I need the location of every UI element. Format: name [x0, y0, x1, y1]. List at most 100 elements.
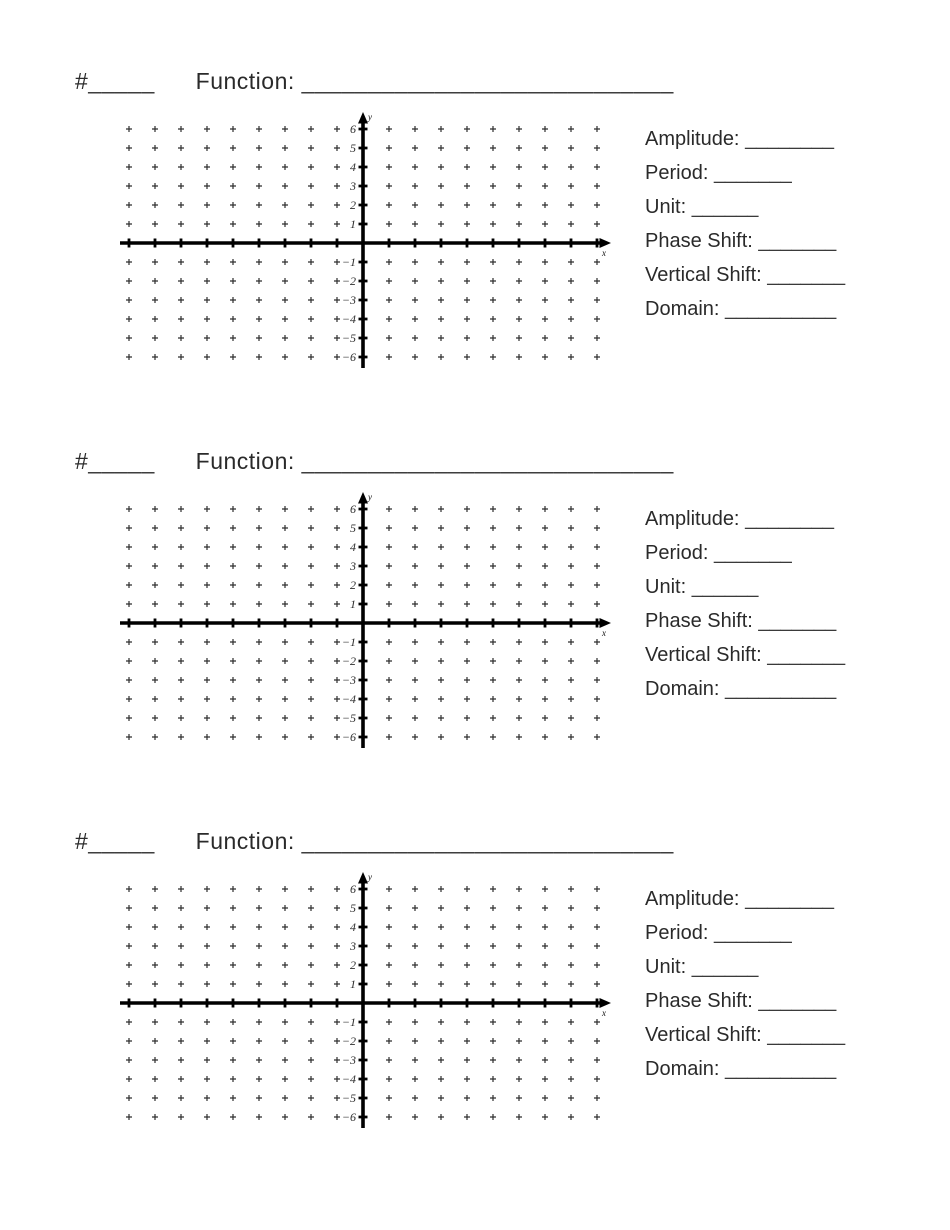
- field-domain: Domain: __________: [645, 292, 845, 326]
- field-blank: ________: [745, 508, 835, 530]
- y-tick-label: −2: [342, 274, 356, 288]
- y-tick-label: −1: [342, 635, 356, 649]
- y-tick-label: −6: [342, 1110, 356, 1124]
- field-label: Vertical Shift:: [645, 1024, 762, 1046]
- field-unit: Unit: ______: [645, 190, 845, 224]
- field-label: Phase Shift:: [645, 230, 753, 252]
- problem-number-blank: _____: [88, 828, 155, 854]
- y-tick-label: 3: [349, 939, 356, 953]
- y-tick-label: 6: [350, 882, 356, 896]
- field-label: Phase Shift:: [645, 610, 753, 632]
- x-axis-arrow: [599, 998, 611, 1008]
- field-blank: _______: [767, 264, 846, 286]
- y-tick-label: 5: [350, 141, 356, 155]
- problem-number-label: #: [75, 828, 89, 854]
- field-vertical-shift: Vertical Shift: _______: [645, 1018, 845, 1052]
- function-blank: ____________________________: [301, 448, 674, 474]
- y-tick-label: −3: [342, 1053, 356, 1067]
- field-blank: __________: [725, 1058, 837, 1080]
- y-tick-label: −5: [342, 331, 356, 345]
- problem-section-1: #_____ Function: _______________________…: [0, 60, 950, 440]
- y-tick-label: −2: [342, 654, 356, 668]
- y-tick-label: −4: [342, 692, 356, 706]
- y-tick-label: 5: [350, 901, 356, 915]
- field-blank: _______: [767, 1024, 846, 1046]
- coordinate-grid: 6 5 4 3 2 1 −1 −2 −3 −4 −5 −6 x y: [113, 868, 613, 1138]
- coordinate-grid: 6 5 4 3 2 1 −1 −2 −3 −4 −5 −6 x y: [113, 488, 613, 758]
- field-blank: ________: [745, 888, 835, 910]
- field-label: Unit:: [645, 576, 687, 598]
- field-label: Amplitude:: [645, 128, 740, 150]
- x-axis-arrow: [599, 238, 611, 248]
- field-label: Unit:: [645, 956, 687, 978]
- y-tick-label: 3: [349, 559, 356, 573]
- field-phase-shift: Phase Shift: _______: [645, 224, 845, 258]
- function-blank: ____________________________: [301, 828, 674, 854]
- field-blank: __________: [725, 678, 837, 700]
- field-label: Unit:: [645, 196, 687, 218]
- problem-section-2: #_____ Function: _______________________…: [0, 440, 950, 820]
- field-blank: _______: [758, 990, 837, 1012]
- field-label: Domain:: [645, 678, 720, 700]
- grid-plus-marks: [126, 506, 600, 740]
- x-axis-letter: x: [601, 628, 606, 638]
- problem-section-3: #_____ Function: _______________________…: [0, 820, 950, 1200]
- field-phase-shift: Phase Shift: _______: [645, 604, 845, 638]
- x-axis-letter: x: [601, 1008, 606, 1018]
- problem-number-blank: _____: [88, 448, 155, 474]
- function-label: Function:: [195, 828, 295, 854]
- y-tick-label: 2: [350, 578, 356, 592]
- answer-fields: Amplitude: ________ Period: _______ Unit…: [645, 502, 845, 706]
- y-tick-label: 6: [350, 122, 356, 136]
- problem-header: #_____ Function: _______________________…: [75, 828, 674, 855]
- y-tick-label: −3: [342, 293, 356, 307]
- field-unit: Unit: ______: [645, 570, 845, 604]
- y-axis-arrow: [358, 112, 368, 124]
- y-tick-label: −1: [342, 255, 356, 269]
- y-tick-label: −4: [342, 1072, 356, 1086]
- y-tick-label: 1: [350, 597, 356, 611]
- field-blank: _______: [758, 230, 837, 252]
- field-blank: _______: [713, 162, 792, 184]
- grid-plus-marks: [126, 126, 600, 360]
- y-tick-label: 4: [350, 540, 356, 554]
- grid-plus-marks: [126, 886, 600, 1120]
- problem-number-label: #: [75, 68, 89, 94]
- y-tick-label: −4: [342, 312, 356, 326]
- y-tick-label: 2: [350, 198, 356, 212]
- coordinate-grid: 6 5 4 3 2 1 −1 −2 −3 −4 −5 −6 x y: [113, 108, 613, 378]
- field-blank: ______: [691, 576, 759, 598]
- field-label: Vertical Shift:: [645, 264, 762, 286]
- y-tick-label: −1: [342, 1015, 356, 1029]
- y-tick-label: 3: [349, 179, 356, 193]
- problem-number-blank: _____: [88, 68, 155, 94]
- function-label: Function:: [195, 448, 295, 474]
- y-tick-label: 4: [350, 160, 356, 174]
- function-label: Function:: [195, 68, 295, 94]
- problem-header: #_____ Function: _______________________…: [75, 68, 674, 95]
- field-period: Period: _______: [645, 156, 845, 190]
- field-amplitude: Amplitude: ________: [645, 122, 845, 156]
- x-axis-letter: x: [601, 248, 606, 258]
- y-tick-label: 2: [350, 958, 356, 972]
- coordinate-grid-svg: 6 5 4 3 2 1 −1 −2 −3 −4 −5 −6 x y: [120, 492, 611, 748]
- field-label: Amplitude:: [645, 508, 740, 530]
- y-tick-label: −3: [342, 673, 356, 687]
- y-tick-label: −2: [342, 1034, 356, 1048]
- field-amplitude: Amplitude: ________: [645, 882, 845, 916]
- field-vertical-shift: Vertical Shift: _______: [645, 258, 845, 292]
- field-period: Period: _______: [645, 536, 845, 570]
- field-label: Phase Shift:: [645, 990, 753, 1012]
- field-label: Period:: [645, 542, 709, 564]
- y-tick-label: −5: [342, 711, 356, 725]
- answer-fields: Amplitude: ________ Period: _______ Unit…: [645, 122, 845, 326]
- field-label: Vertical Shift:: [645, 644, 762, 666]
- field-blank: ________: [745, 128, 835, 150]
- field-blank: _______: [713, 542, 792, 564]
- field-blank: ______: [691, 196, 759, 218]
- field-label: Period:: [645, 922, 709, 944]
- answer-fields: Amplitude: ________ Period: _______ Unit…: [645, 882, 845, 1086]
- function-blank: ____________________________: [301, 68, 674, 94]
- field-blank: _______: [713, 922, 792, 944]
- y-tick-label: 6: [350, 502, 356, 516]
